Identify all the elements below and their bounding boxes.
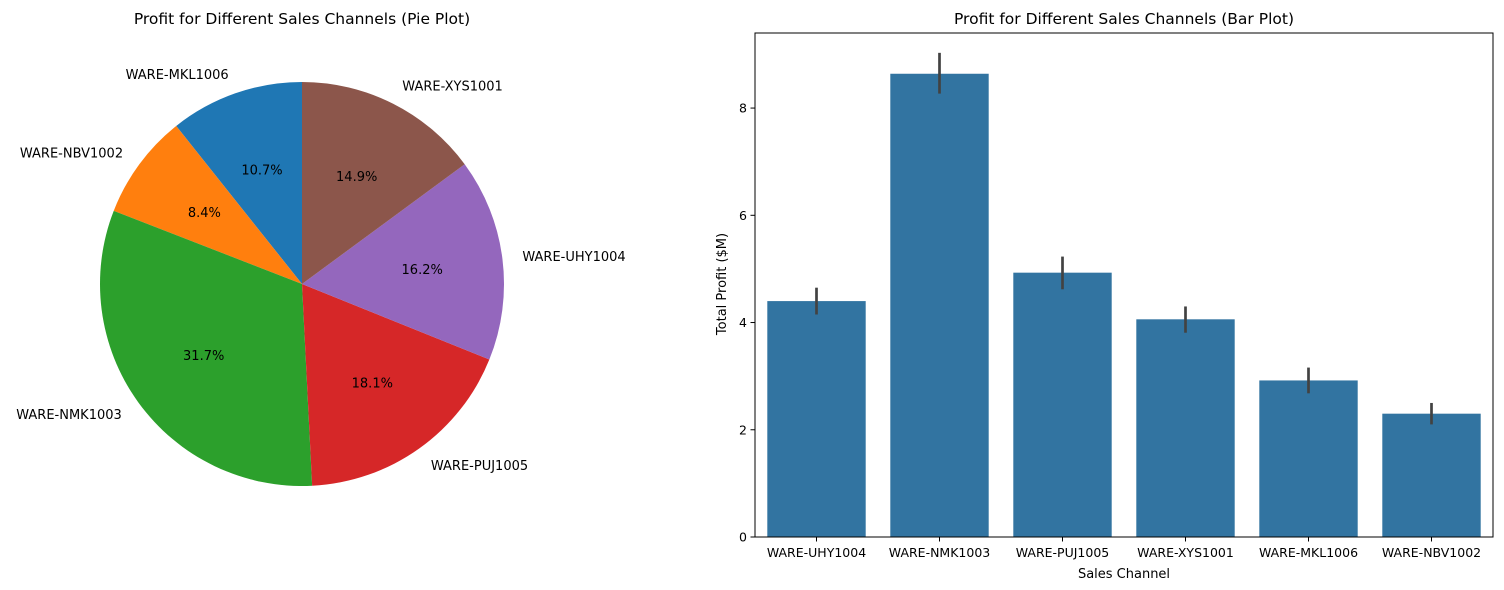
y-tick-label-1: 2 [739, 422, 747, 437]
x-tick-label-5: WARE-NBV1002 [1382, 545, 1481, 560]
pie-slice-label-1: WARE-NBV1002 [20, 146, 123, 161]
x-tick-label-4: WARE-MKL1006 [1259, 545, 1358, 560]
bar-3 [1136, 319, 1235, 537]
pie-chart-title: Profit for Different Sales Channels (Pie… [134, 10, 470, 28]
pie-labels: WARE-MKL1006 10.7% WARE-NBV1002 8.4% WARE-NM… [16, 68, 625, 474]
pie-slice-pct-5: 14.9% [336, 170, 377, 185]
x-tick-label-2: WARE-PUJ1005 [1016, 545, 1110, 560]
pie-slice-label-2: WARE-NMK1003 [16, 408, 122, 423]
bar-4 [1259, 380, 1358, 537]
pie-slices [100, 82, 504, 486]
y-axis-label: Total Profit ($M) [715, 233, 730, 336]
plot-frame [754, 32, 1494, 538]
pie-slice-pct-3: 18.1% [352, 377, 393, 392]
error-bars [815, 52, 1433, 425]
pie-slice-5 [302, 82, 465, 284]
pie-slice-label-3: WARE-PUJ1005 [431, 459, 528, 474]
pie-slice-pct-2: 31.7% [183, 349, 224, 364]
bar-chart: Profit for Different Sales Channels (Bar… [715, 10, 1494, 582]
pie-slice-label-5: WARE-XYS1001 [402, 80, 503, 95]
axes: WARE-UHY1004 WARE-NMK1003 WARE-PUJ1005 WARE… [739, 32, 1494, 560]
pie-slice-2 [100, 210, 313, 486]
bars [767, 73, 1481, 537]
pie-slice-label-4: WARE-UHY1004 [522, 250, 625, 265]
x-tick-label-0: WARE-UHY1004 [767, 545, 866, 560]
y-tick-label-4: 8 [739, 101, 747, 116]
pie-slice-pct-1: 8.4% [188, 206, 221, 221]
pie-slice-1 [113, 125, 302, 285]
pie-slice-3 [302, 284, 490, 486]
pie-slice-pct-4: 16.2% [402, 263, 443, 278]
x-tick-label-3: WARE-XYS1001 [1137, 545, 1234, 560]
bar-chart-title: Profit for Different Sales Channels (Bar… [954, 10, 1294, 28]
pie-slice-label-0: WARE-MKL1006 [126, 68, 229, 83]
pie-chart: Profit for Different Sales Channels (Pie… [16, 10, 626, 486]
bar-2 [1013, 272, 1112, 537]
pie-slice-4 [302, 164, 504, 360]
y-tick-label-2: 4 [739, 315, 747, 330]
bar-5 [1382, 413, 1481, 537]
pie-slice-pct-0: 10.7% [241, 164, 282, 179]
pie-slice-0 [176, 82, 302, 284]
x-tick-label-1: WARE-NMK1003 [889, 545, 990, 560]
bar-1 [890, 73, 989, 537]
y-tick-label-0: 0 [739, 530, 747, 545]
x-axis-label: Sales Channel [1078, 567, 1170, 582]
bar-0 [767, 301, 866, 537]
y-tick-label-3: 6 [739, 208, 747, 223]
